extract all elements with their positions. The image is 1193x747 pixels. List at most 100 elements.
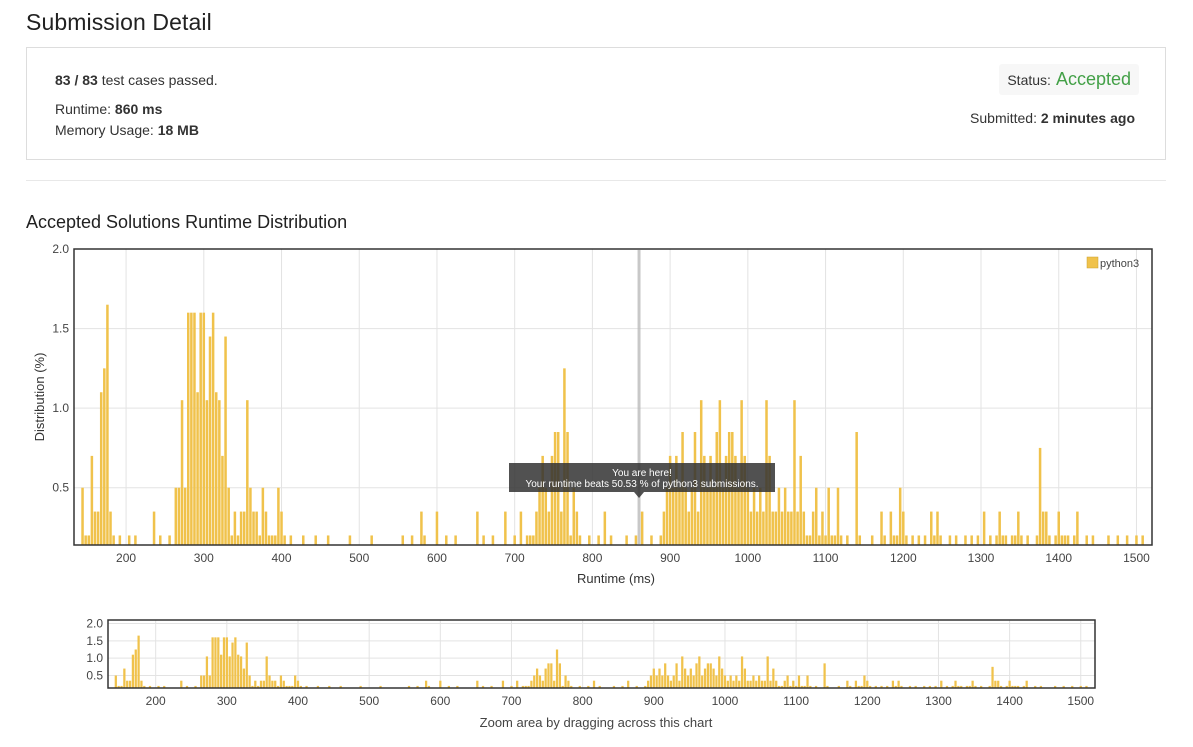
histogram-bar [157,685,160,688]
legend[interactable]: python3 [1086,256,1139,270]
section-divider [26,180,1166,181]
histogram-bar [420,511,423,545]
tooltip-title: You are here! [612,468,672,479]
histogram-bar [1060,535,1064,545]
histogram-bar [792,680,795,688]
main-chart[interactable]: 0.5 1.0 1.5 2.0 200 300 400 500 600 700 800 900 100… [32,242,1153,586]
histogram-bar [687,511,691,545]
histogram-bar [1017,511,1020,545]
histogram-bar [720,668,724,688]
histogram-bar [283,535,286,545]
histogram-bar [808,535,812,545]
zoom-plot-area[interactable] [108,620,1095,688]
histogram-bar [684,487,687,545]
histogram-bar [123,668,126,688]
histogram-bar [214,637,217,688]
histogram-bar [128,680,132,688]
histogram-bar [205,656,209,688]
histogram-bar [252,511,255,545]
histogram-bar [735,675,738,688]
histogram-bar [456,685,459,688]
histogram-bar [698,656,701,688]
histogram-bar [612,685,616,688]
histogram-bar [644,685,647,688]
histogram-bar [254,680,257,688]
histogram-bar [805,535,809,545]
histogram-bar [524,685,527,688]
histogram-bar [120,685,123,688]
histogram-bar [830,535,834,545]
histogram-bar [652,668,655,688]
histogram-bar [348,535,352,545]
histogram-bar [143,685,146,688]
histogram-bar [703,668,707,688]
memory-label: Memory Usage: [55,122,154,138]
y-tick-label: 0.5 [86,669,103,683]
histogram-bar [423,535,426,545]
histogram-bar [482,535,485,545]
histogram-bar [892,535,896,545]
histogram-bar [752,487,756,545]
histogram-bar [510,685,513,688]
histogram-bar [140,680,143,688]
histogram-bar [960,685,963,688]
tests-passed-suffix: test cases passed. [101,72,218,88]
histogram-bar [799,455,802,545]
histogram-bar [675,455,678,545]
histogram-bar [236,535,240,545]
histogram-bar [1001,535,1005,545]
tooltip-box [509,463,775,492]
memory-value: 18 MB [157,122,199,138]
histogram-bar [481,685,485,688]
histogram-bar [609,535,613,545]
histogram-bar [516,680,519,688]
histogram-bar [535,668,539,688]
histogram-bar [706,663,710,688]
histogram-bar [883,535,886,545]
histogram-bar [131,654,135,688]
histogram-bar [208,336,212,545]
histogram-bar [196,392,199,545]
histogram-bar [900,685,903,688]
histogram-bar [696,511,700,545]
histogram-bar [749,511,753,545]
main-plot-area[interactable] [74,249,1152,545]
histogram-bar [749,680,752,688]
histogram-bar [567,680,570,688]
histogram-bar [957,685,960,688]
x-tick-label: 800 [582,551,602,565]
histogram-bar [1039,685,1043,688]
histogram-bar [339,685,342,688]
zoom-chart[interactable]: 0.5 1.0 1.5 2.0 200 300 400 500 600 700 800 900 100… [86,616,1096,730]
histogram-bar [1004,535,1008,545]
histogram-bar [314,535,317,545]
histogram-bar [603,511,607,545]
histogram-bar [501,680,505,688]
histogram-bar [231,642,234,688]
x-tick-label: 500 [359,694,379,708]
histogram-bar [621,685,624,688]
histogram-bar [709,455,712,545]
histogram-bar [294,675,297,688]
histogram-bar [211,637,214,688]
x-tick-label: 400 [272,551,292,565]
x-tick-label: 1300 [968,551,995,565]
histogram-bar [954,680,957,688]
histogram-bar [550,663,553,688]
y-tick-label: 1.0 [86,651,103,665]
histogram-bar [239,656,243,688]
histogram-bar [824,535,827,545]
histogram-bar [183,487,187,545]
x-tick-label: 300 [217,694,237,708]
zoom-plot-frame [107,619,1096,689]
histogram-bar [738,680,741,688]
histogram-bar [1020,535,1023,545]
histogram-bar [424,680,428,688]
histogram-bar [1085,685,1088,688]
histogram-bar [923,535,927,545]
main-x-tick-labels: 200 300 400 500 600 700 800 900 1000 1100 1200 1300… [116,551,1150,565]
histogram-bar [793,400,796,545]
histogram-bar [1063,535,1067,545]
memory-row: Memory Usage: 18 MB [55,122,199,138]
status-value[interactable]: Accepted [1055,69,1131,89]
